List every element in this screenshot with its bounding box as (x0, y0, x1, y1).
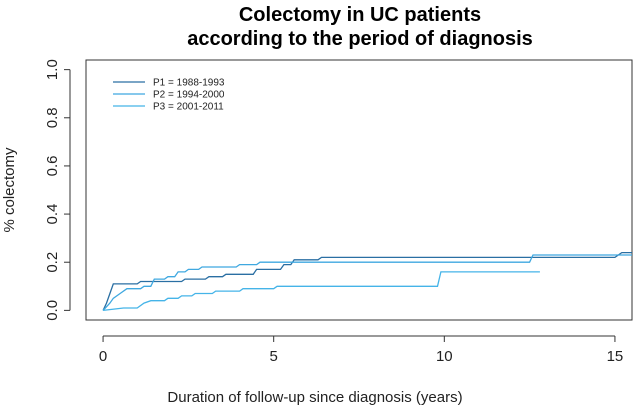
plot-frame (85, 59, 633, 321)
x-axis-title: Duration of follow-up since diagnosis (y… (167, 389, 462, 406)
legend-label-p1: P1 = 1988-1993 (153, 78, 225, 89)
series-line-p3 (103, 271, 540, 312)
x-tick-label: 10 (436, 348, 453, 365)
chart-title-line-1: Colectomy in UC patients (239, 4, 481, 26)
x-tick-label: 0 (99, 348, 107, 365)
legend-label-p3: P3 = 2001-2011 (153, 102, 224, 113)
legend-label-p2: P2 = 1994-2000 (153, 90, 225, 101)
y-axis-title: % colectomy (1, 147, 18, 233)
x-tick-label: 15 (607, 348, 624, 365)
y-tick-label: 1.0 (44, 59, 61, 80)
chart-title-line-2: according to the period of diagnosis (187, 28, 533, 50)
y-tick-label: 0.2 (44, 252, 61, 273)
y-tick-label: 0.0 (44, 300, 61, 321)
y-tick-label: 0.6 (44, 155, 61, 176)
x-tick-label: 5 (270, 348, 278, 365)
series-line-p1 (102, 251, 632, 311)
series-line-p2 (102, 254, 632, 311)
y-tick-label: 0.8 (44, 107, 61, 128)
y-tick-label: 0.4 (44, 204, 61, 225)
